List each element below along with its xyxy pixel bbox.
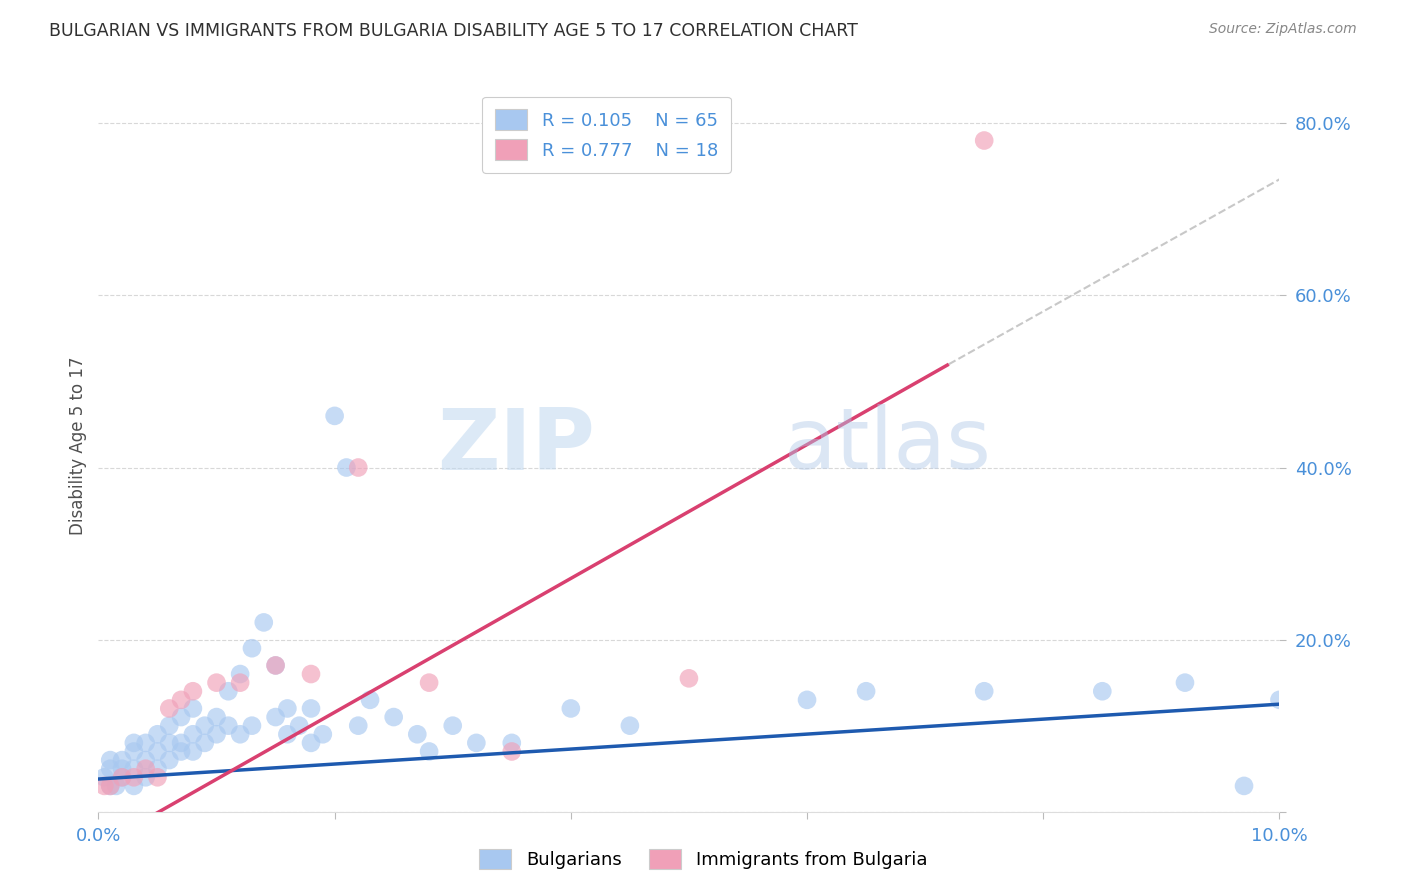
- Point: [560, 701, 582, 715]
- Point: [299, 701, 322, 715]
- Point: [111, 770, 134, 784]
- Point: [98, 779, 121, 793]
- Point: [98, 762, 121, 776]
- Legend: R = 0.105    N = 65, R = 0.777    N = 18: R = 0.105 N = 65, R = 0.777 N = 18: [482, 96, 731, 173]
- Point: [229, 667, 252, 681]
- Point: [205, 727, 228, 741]
- Point: [217, 684, 239, 698]
- Point: [1174, 675, 1197, 690]
- Point: [418, 744, 440, 758]
- Point: [135, 762, 157, 776]
- Point: [146, 744, 169, 758]
- Point: [122, 744, 145, 758]
- Point: [98, 779, 121, 793]
- Point: [105, 779, 128, 793]
- Point: [146, 762, 169, 776]
- Point: [973, 134, 995, 148]
- Text: BULGARIAN VS IMMIGRANTS FROM BULGARIA DISABILITY AGE 5 TO 17 CORRELATION CHART: BULGARIAN VS IMMIGRANTS FROM BULGARIA DI…: [49, 22, 858, 40]
- Point: [264, 658, 287, 673]
- Point: [299, 736, 322, 750]
- Point: [181, 744, 204, 758]
- Point: [229, 675, 252, 690]
- Point: [465, 736, 488, 750]
- Point: [135, 736, 157, 750]
- Point: [170, 693, 193, 707]
- Point: [382, 710, 405, 724]
- Point: [264, 658, 287, 673]
- Point: [312, 727, 335, 741]
- Legend: Bulgarians, Immigrants from Bulgaria: Bulgarians, Immigrants from Bulgaria: [470, 839, 936, 879]
- Point: [205, 675, 228, 690]
- Point: [276, 701, 298, 715]
- Point: [973, 684, 995, 698]
- Text: ZIP: ZIP: [437, 404, 595, 488]
- Point: [347, 460, 370, 475]
- Point: [146, 727, 169, 741]
- Point: [93, 779, 115, 793]
- Point: [122, 736, 145, 750]
- Point: [1233, 779, 1256, 793]
- Point: [122, 762, 145, 776]
- Y-axis label: Disability Age 5 to 17: Disability Age 5 to 17: [69, 357, 87, 535]
- Point: [347, 719, 370, 733]
- Point: [501, 744, 523, 758]
- Point: [111, 753, 134, 767]
- Point: [170, 710, 193, 724]
- Point: [855, 684, 877, 698]
- Point: [98, 753, 121, 767]
- Point: [441, 719, 464, 733]
- Point: [122, 779, 145, 793]
- Point: [146, 770, 169, 784]
- Point: [501, 736, 523, 750]
- Point: [1091, 684, 1114, 698]
- Point: [122, 770, 145, 784]
- Point: [406, 727, 429, 741]
- Point: [157, 736, 180, 750]
- Point: [111, 762, 134, 776]
- Point: [678, 671, 700, 685]
- Point: [194, 719, 217, 733]
- Point: [157, 719, 180, 733]
- Point: [359, 693, 381, 707]
- Text: atlas: atlas: [783, 404, 991, 488]
- Point: [181, 701, 204, 715]
- Point: [181, 684, 204, 698]
- Point: [170, 736, 193, 750]
- Point: [253, 615, 276, 630]
- Point: [288, 719, 311, 733]
- Point: [135, 753, 157, 767]
- Point: [217, 719, 239, 733]
- Point: [157, 701, 180, 715]
- Point: [229, 727, 252, 741]
- Point: [111, 770, 134, 784]
- Point: [299, 667, 322, 681]
- Point: [93, 770, 115, 784]
- Point: [418, 675, 440, 690]
- Point: [1268, 693, 1291, 707]
- Point: [240, 641, 263, 656]
- Point: [157, 753, 180, 767]
- Point: [205, 710, 228, 724]
- Point: [619, 719, 641, 733]
- Point: [323, 409, 346, 423]
- Point: [264, 710, 287, 724]
- Point: [276, 727, 298, 741]
- Point: [170, 744, 193, 758]
- Point: [181, 727, 204, 741]
- Point: [135, 770, 157, 784]
- Point: [335, 460, 357, 475]
- Text: Source: ZipAtlas.com: Source: ZipAtlas.com: [1209, 22, 1357, 37]
- Point: [796, 693, 818, 707]
- Point: [240, 719, 263, 733]
- Point: [194, 736, 217, 750]
